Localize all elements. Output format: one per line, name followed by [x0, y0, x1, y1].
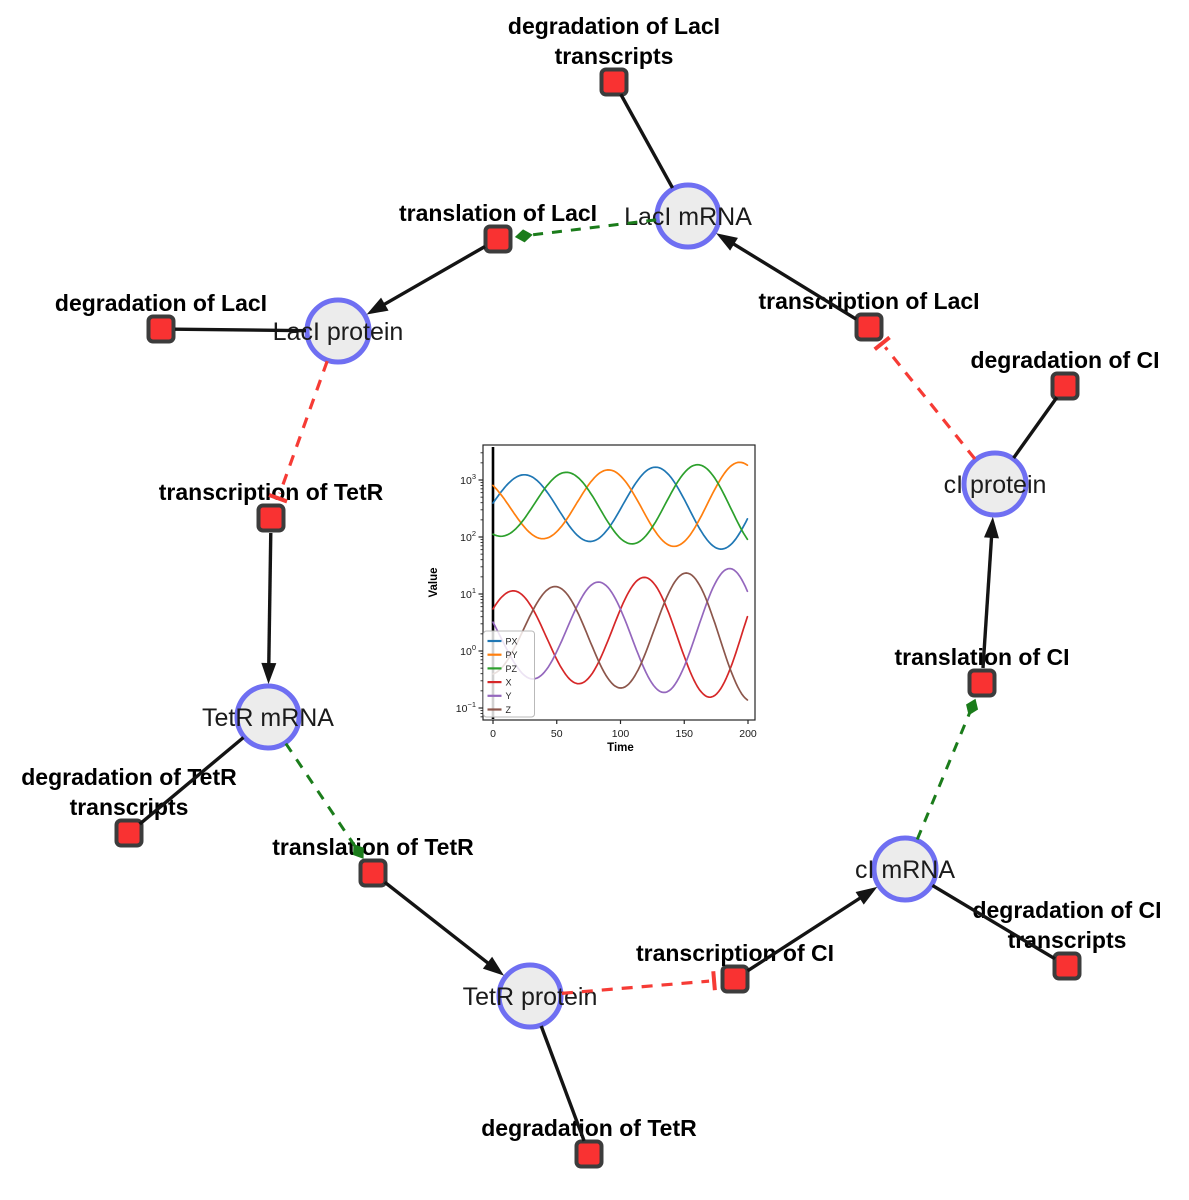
y-tick-label: 10−1 [456, 700, 476, 715]
species-node-ci-protein[interactable] [961, 450, 1029, 518]
legend-label-X: X [506, 678, 512, 688]
y-tick-label: 100 [460, 643, 476, 658]
x-tick-label: 100 [612, 728, 630, 740]
reaction-node-translation-ci[interactable] [967, 668, 997, 698]
species-node-laci-protein[interactable] [304, 297, 372, 365]
x-axis-label: Time [607, 742, 634, 754]
species-label-ci-protein: cI protein [944, 471, 1047, 499]
series-curve-Y [492, 567, 749, 694]
x-tick-label: 0 [490, 728, 496, 740]
reaction-label-deg-laci-transcripts-line1: transcripts [555, 43, 674, 69]
legend-label-PX: PX [506, 636, 518, 646]
species-node-ci-mrna[interactable] [871, 835, 939, 903]
inhibition-tee-icon [711, 971, 717, 991]
edge-modifier-tetr-mrna--translation-tetr[interactable] [284, 742, 356, 847]
edge-production-translation-laci--laci-protein[interactable] [382, 245, 486, 307]
legend-label-Z: Z [506, 705, 512, 715]
arrowhead-icon [366, 297, 389, 315]
reaction-label-deg-ci-transcripts-line0: degradation of CI [972, 897, 1161, 923]
edge-plain-laci-protein--deg-laci[interactable] [174, 327, 307, 333]
series-curve-PY [492, 461, 749, 548]
y-tick-label: 103 [460, 472, 476, 487]
reaction-node-deg-ci-transcripts[interactable] [1052, 951, 1082, 981]
x-tick-label: 50 [551, 728, 563, 740]
x-tick-label: 150 [675, 728, 693, 740]
edge-plain-laci-mrna--deg-laci-transcripts[interactable] [619, 93, 675, 189]
reaction-node-deg-laci[interactable] [146, 314, 176, 344]
reaction-label-transcription-laci-line0: transcription of LacI [758, 288, 979, 314]
reaction-label-transcription-ci-line0: transcription of CI [636, 940, 834, 966]
reaction-label-deg-tetr-transcripts-line0: degradation of TetR [21, 764, 237, 790]
reaction-label-transcription-tetr-line0: transcription of TetR [159, 479, 384, 505]
edges-layer [138, 93, 1059, 1142]
nodes-layer [114, 67, 1082, 1169]
plot-frame [482, 444, 756, 721]
edge-inhibition-tetr-protein--transcription-ci[interactable] [561, 979, 710, 995]
inhibition-tee-icon [873, 335, 891, 351]
arrowhead-icon [261, 662, 277, 685]
species-label-tetr-protein: TetR protein [463, 983, 598, 1011]
arrowhead-icon [482, 956, 505, 976]
reaction-label-deg-laci-line0: degradation of LacI [55, 290, 267, 316]
reaction-node-deg-tetr[interactable] [574, 1139, 604, 1169]
y-tick-label: 102 [460, 529, 476, 544]
reaction-node-transcription-tetr[interactable] [256, 503, 286, 533]
x-tick-label: 200 [739, 728, 757, 740]
edge-modifier-laci-mrna--translation-laci[interactable] [530, 218, 657, 237]
edge-inhibition-laci-protein--transcription-tetr[interactable] [278, 360, 329, 495]
species-node-tetr-protein[interactable] [496, 962, 564, 1030]
edge-plain-tetr-mrna--deg-tetr-transcripts[interactable] [138, 736, 245, 826]
arrowhead-icon [855, 886, 878, 905]
edge-plain-ci-mrna--deg-ci-transcripts[interactable] [931, 883, 1056, 961]
species-node-laci-mrna[interactable] [654, 182, 722, 250]
legend-label-Y: Y [506, 691, 512, 701]
arrowhead-icon [716, 233, 738, 251]
modifier-diamond-icon [353, 843, 364, 859]
reaction-node-transcription-laci[interactable] [854, 312, 884, 342]
species-label-ci-mrna: cI mRNA [855, 856, 955, 884]
inhibition-tee-icon [268, 493, 288, 504]
edge-production-transcription-laci--laci-mrna[interactable] [731, 241, 858, 321]
reaction-node-translation-laci[interactable] [483, 224, 513, 254]
edge-modifier-ci-mrna--translation-ci[interactable] [915, 712, 971, 841]
edge-plain-tetr-protein--deg-tetr[interactable] [539, 1025, 586, 1142]
edge-production-transcription-ci--ci-mrna[interactable] [746, 895, 863, 973]
modifier-diamond-icon [966, 698, 979, 716]
series-curve-Z [492, 572, 749, 701]
reaction-label-deg-laci-transcripts-line0: degradation of LacI [508, 13, 720, 39]
arrowhead-icon [983, 516, 999, 539]
y-tick-label: 101 [460, 586, 476, 601]
edge-production-transcription-tetr--tetr-mrna[interactable] [267, 532, 273, 666]
reaction-label-deg-ci-line0: degradation of CI [970, 347, 1159, 373]
edge-plain-ci-protein--deg-ci[interactable] [1012, 396, 1059, 459]
legend-label-PY: PY [506, 650, 518, 660]
series-curve-PZ [492, 463, 749, 545]
legend-label-PZ: PZ [506, 664, 518, 674]
reaction-node-deg-tetr-transcripts[interactable] [114, 818, 144, 848]
species-node-tetr-mrna[interactable] [234, 683, 302, 751]
reaction-label-translation-laci-line0: translation of LacI [399, 200, 597, 226]
reaction-label-translation-tetr-line0: translation of TetR [272, 834, 474, 860]
modifier-diamond-icon [514, 229, 533, 243]
species-label-laci-mrna: LacI mRNA [624, 203, 752, 231]
species-label-tetr-mrna: TetR mRNA [202, 704, 334, 732]
edge-production-translation-tetr--tetr-protein[interactable] [383, 880, 491, 966]
edge-production-translation-ci--ci-protein[interactable] [981, 535, 994, 669]
reaction-label-deg-tetr-line0: degradation of TetR [481, 1115, 697, 1141]
series-curve-PX [492, 466, 749, 550]
reaction-node-transcription-ci[interactable] [720, 964, 750, 994]
reaction-label-deg-ci-transcripts-line1: transcripts [1008, 927, 1127, 953]
reaction-node-deg-ci[interactable] [1050, 371, 1080, 401]
y-axis-label: Value [428, 567, 440, 597]
reaction-node-deg-laci-transcripts[interactable] [599, 67, 629, 97]
edge-inhibition-ci-protein--transcription-laci[interactable] [884, 346, 977, 461]
simulation-inset-chart: 10−1 100 101 102 103 0 50 100 150 200 Time Value PX P… [428, 444, 757, 754]
reaction-node-translation-tetr[interactable] [358, 858, 388, 888]
